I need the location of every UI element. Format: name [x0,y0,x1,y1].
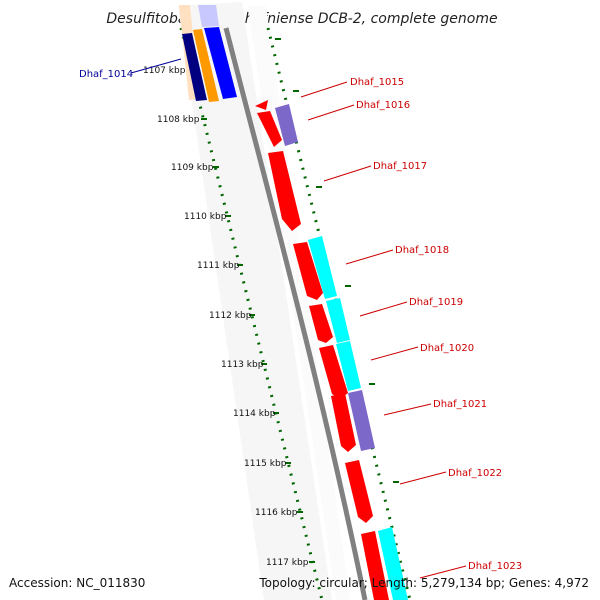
scale-label-1116: 1116 kbp [255,508,298,518]
gene-label-dhaf-1014[interactable]: Dhaf_1014 [79,69,133,80]
gene-label-dhaf-1018[interactable]: Dhaf_1018 [395,245,449,256]
gene-track-forward [179,5,237,102]
blast-hit-purple [275,104,298,146]
gene-label-dhaf-1019[interactable]: Dhaf_1019 [409,297,463,308]
leader-dhaf-1016 [307,104,355,121]
blast-hit-cyan [378,527,408,600]
gene-label-dhaf-1016[interactable]: Dhaf_1016 [356,100,410,111]
gene-arrow-dhaf-1018 [293,242,323,300]
scale-labels: 1107 kbp 1108 kbp 1109 kbp 1110 kbp 1111… [143,66,309,568]
leader-dhaf-1017 [323,165,372,182]
gene-label-dhaf-1017[interactable]: Dhaf_1017 [373,161,427,172]
blast-hit-track [275,104,408,600]
scale-label-1110: 1110 kbp [184,212,227,222]
gene-arrow-dhaf-1015 [255,100,268,110]
scale-label-1113: 1113 kbp [221,360,264,370]
gene-label-dhaf-1015[interactable]: Dhaf_1015 [350,77,404,88]
scale-label-1117: 1117 kbp [266,558,309,568]
gene-block-navy [182,33,207,101]
gene-arrow-dhaf-1023 [361,531,389,600]
scale-label-1108: 1108 kbp [157,115,200,125]
gene-label-dhaf-1020[interactable]: Dhaf_1020 [420,343,474,354]
scale-label-1111: 1111 kbp [197,261,240,271]
backbone-circle [223,27,368,600]
gene-block-pale-blue [198,5,219,27]
leader-dhaf-1014 [130,58,182,74]
scale-label-1107: 1107 kbp [143,66,186,76]
gene-label-dhaf-1023[interactable]: Dhaf_1023 [468,561,522,572]
scale-label-1115: 1115 kbp [244,459,287,469]
map-title: Desulfitobacterium hafniense DCB-2, comp… [106,11,497,27]
gene-arrow-dhaf-1022 [345,460,373,523]
scale-ticks [189,70,315,563]
gene-label-leaders [130,58,467,579]
genome-stats-text: Topology: circular; Length: 5,279,134 bp… [258,576,589,590]
gene-block-blue [204,27,237,99]
gene-arrow-dhaf-1016 [257,111,282,147]
blast-hit-cyan [326,298,350,343]
scale-label-1109: 1109 kbp [171,163,214,173]
outer-ring-marks [275,38,399,483]
leader-dhaf-1015 [300,81,348,98]
blast-hit-purple [348,390,375,451]
leader-dhaf-1018 [345,249,394,265]
blast-hit-cyan [308,236,337,299]
leader-dhaf-1021 [383,403,432,416]
gene-arrow-dhaf-1019 [309,304,333,343]
gene-arrow-dhaf-1020 [319,345,348,399]
leader-dhaf-1019 [359,301,408,317]
gene-track-reverse [255,100,389,600]
scale-label-1112: 1112 kbp [209,311,252,321]
accession-text: Accession: NC_011830 [9,576,145,590]
gene-label-dhaf-1022[interactable]: Dhaf_1022 [448,468,502,479]
leader-dhaf-1020 [370,346,419,361]
scale-label-1114: 1114 kbp [233,409,276,419]
blast-hit-cyan [336,341,361,391]
leader-dhaf-1023 [419,565,467,579]
gene-labels: Dhaf_1014 Dhaf_1015 Dhaf_1016 Dhaf_1017 … [79,69,522,572]
gene-arrow-dhaf-1017 [268,151,301,231]
leader-dhaf-1022 [399,471,447,485]
gene-label-dhaf-1021[interactable]: Dhaf_1021 [433,399,487,410]
gene-arrow-dhaf-1021 [331,393,356,452]
inner-feature-band [178,2,332,600]
gene-block-orange [193,29,219,102]
